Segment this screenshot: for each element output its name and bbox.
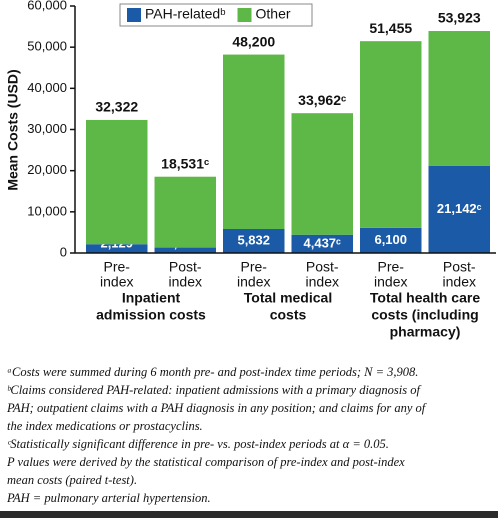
x-tick-label: index xyxy=(237,274,270,290)
total-label: 32,322 xyxy=(95,99,138,115)
y-tick-label: 60,000 xyxy=(27,0,67,12)
total-label: 53,923 xyxy=(438,10,481,26)
bar-segment xyxy=(291,113,353,235)
total-label: 51,455 xyxy=(369,20,412,36)
group-label: pharmacy) xyxy=(390,324,461,340)
segment-label: 6,100 xyxy=(374,232,407,247)
footnote: ᶜStatistically significant difference in… xyxy=(7,437,389,451)
bar-segment xyxy=(86,119,148,245)
bar-segment xyxy=(154,247,216,253)
total-label: 33,962ᶜ xyxy=(298,92,346,108)
segment-label: 4,437ᶜ xyxy=(304,235,342,250)
group-label: costs (including xyxy=(371,307,478,323)
group-label: costs xyxy=(270,307,307,323)
legend-swatch xyxy=(237,8,252,22)
group-label: Inpatient xyxy=(122,290,181,306)
x-tick-label: Post- xyxy=(169,259,202,275)
bar-segment xyxy=(428,31,490,166)
footnote: PAH; outpatient claims with a PAH diagno… xyxy=(6,401,427,415)
legend-label: PAH-relatedᵇ xyxy=(145,6,226,22)
y-tick-label: 40,000 xyxy=(27,80,67,95)
x-tick-label: index xyxy=(443,274,476,290)
y-tick-label: 20,000 xyxy=(27,162,67,177)
segment-label: 21,142ᶜ xyxy=(437,201,482,216)
x-tick-label: Post- xyxy=(306,259,339,275)
legend-box xyxy=(119,3,313,27)
bar-segment xyxy=(428,165,490,253)
y-tick-label: 30,000 xyxy=(27,121,67,136)
bar-segment xyxy=(154,176,216,248)
x-tick-label: Pre- xyxy=(104,259,131,275)
footnote: P values were derived by the statistical… xyxy=(6,455,405,469)
group-label: Total health care xyxy=(370,290,480,306)
legend-label: Other xyxy=(256,6,291,22)
y-tick-label: 50,000 xyxy=(27,39,67,54)
segment-label: 5,832 xyxy=(237,232,270,247)
x-tick-label: index xyxy=(169,274,202,290)
bar-segment xyxy=(360,41,422,228)
x-tick-label: Pre- xyxy=(378,259,405,275)
x-tick-label: Post- xyxy=(443,259,476,275)
footnote: mean costs (paired t-test). xyxy=(7,473,137,487)
x-tick-label: index xyxy=(374,274,407,290)
footnote: ᵃCosts were summed during 6 month pre- a… xyxy=(7,365,418,379)
y-axis-label: Mean Costs (USD) xyxy=(5,69,21,190)
total-label: 48,200 xyxy=(232,33,275,49)
x-tick-label: index xyxy=(306,274,339,290)
group-label: admission costs xyxy=(96,307,206,323)
bar-segment xyxy=(360,227,422,253)
footnote: the index medications or prostacyclins. xyxy=(7,419,203,433)
footnote: ᵇClaims considered PAH-related: inpatien… xyxy=(7,383,421,397)
bar-segment xyxy=(86,244,148,253)
x-tick-label: index xyxy=(100,274,133,290)
legend-swatch xyxy=(127,8,141,22)
footnote: PAH = pulmonary arterial hypertension. xyxy=(6,491,211,505)
bottom-rule xyxy=(0,511,498,518)
x-tick-label: Pre- xyxy=(241,259,268,275)
group-label: Total medical xyxy=(244,290,332,306)
bar-segment xyxy=(223,228,285,253)
bar-segment xyxy=(223,54,285,229)
y-tick-label: 0 xyxy=(60,244,67,259)
bar-segment xyxy=(291,234,353,253)
total-label: 18,531ᶜ xyxy=(161,155,209,171)
y-tick-label: 10,000 xyxy=(27,203,67,218)
